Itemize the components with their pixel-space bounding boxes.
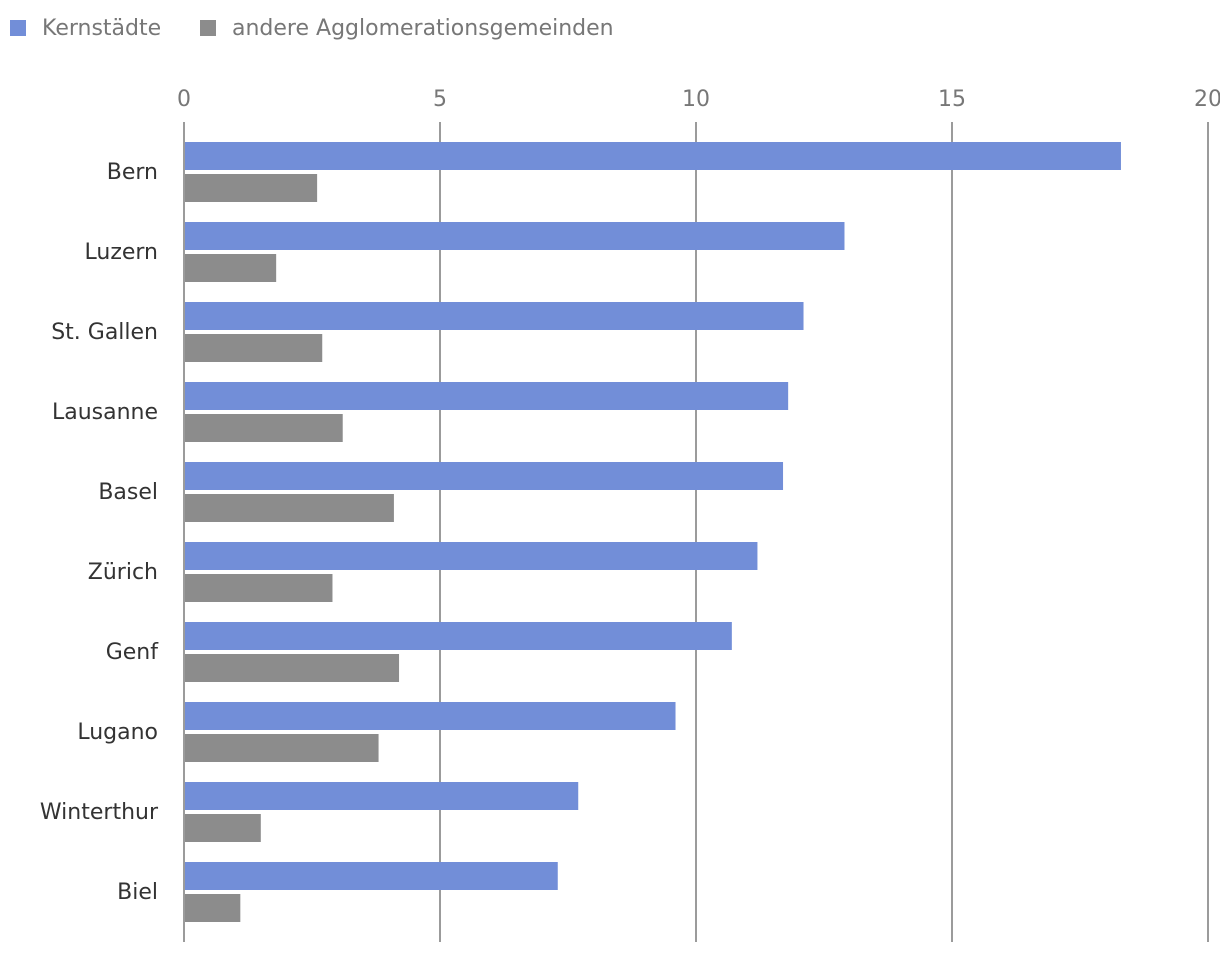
bar-biel-andere-agglomerationsgemeinden (185, 894, 241, 922)
bar-basel-kernstaedte (185, 462, 784, 490)
bar-winterthur-kernstaedte (185, 782, 579, 810)
x-tick-label: 5 (433, 87, 447, 112)
bar-st-gallen-kernstaedte (185, 302, 804, 330)
bar-bern-kernstaedte (185, 142, 1121, 170)
bar-winterthur-andere-agglomerationsgemeinden (185, 814, 261, 842)
legend-label-andere-agglomerationsgemeinden: andere Agglomerationsgemeinden (232, 16, 614, 41)
bar-genf-kernstaedte (185, 622, 732, 650)
bar-zuerich-kernstaedte (185, 542, 758, 570)
bar-luzern-kernstaedte (185, 222, 845, 250)
bar-st-gallen-andere-agglomerationsgemeinden (185, 334, 323, 362)
category-label-luzern: Luzern (85, 240, 159, 265)
bar-lausanne-andere-agglomerationsgemeinden (185, 414, 343, 442)
category-label-zuerich: Zürich (88, 560, 158, 585)
category-label-genf: Genf (106, 640, 160, 665)
category-label-st-gallen: St. Gallen (51, 320, 158, 345)
bar-luzern-andere-agglomerationsgemeinden (185, 254, 277, 282)
x-tick-label: 15 (938, 87, 966, 112)
bar-zuerich-andere-agglomerationsgemeinden (185, 574, 333, 602)
legend-swatch-andere-agglomerationsgemeinden (200, 20, 216, 36)
category-label-bern: Bern (107, 160, 158, 185)
bar-bern-andere-agglomerationsgemeinden (185, 174, 318, 202)
category-label-basel: Basel (98, 480, 158, 505)
x-tick-label: 20 (1194, 87, 1220, 112)
legend-swatch-kernstaedte (10, 20, 26, 36)
x-axis-ticks: 0 5 10 15 20 (177, 87, 1220, 112)
category-label-biel: Biel (117, 880, 158, 905)
category-label-lausanne: Lausanne (52, 400, 158, 425)
legend-label-kernstaedte: Kernstädte (42, 16, 161, 41)
category-label-winterthur: Winterthur (40, 800, 159, 825)
bar-basel-andere-agglomerationsgemeinden (185, 494, 394, 522)
bars (185, 142, 1121, 922)
bar-genf-andere-agglomerationsgemeinden (185, 654, 400, 682)
bar-biel-kernstaedte (185, 862, 558, 890)
x-tick-label: 0 (177, 87, 191, 112)
legend: Kernstädte andere Agglomerationsgemeinde… (10, 16, 614, 41)
category-label-lugano: Lugano (77, 720, 158, 745)
x-tick-label: 10 (682, 87, 710, 112)
bar-lugano-kernstaedte (185, 702, 676, 730)
category-labels: Bern Luzern St. Gallen Lausanne Basel Zürich G… (40, 160, 159, 905)
bar-lugano-andere-agglomerationsgemeinden (185, 734, 379, 762)
bar-lausanne-kernstaedte (185, 382, 789, 410)
